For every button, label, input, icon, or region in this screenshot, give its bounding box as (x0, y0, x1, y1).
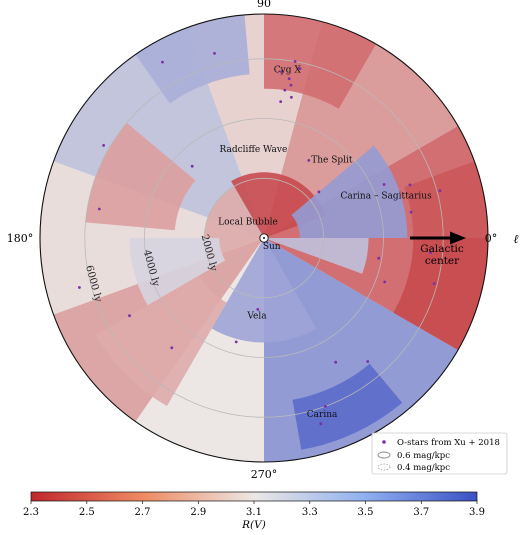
o-star-point (408, 183, 412, 187)
o-star-point (280, 70, 283, 74)
longitude-180-label: 180° (7, 232, 34, 245)
rv-sector-17 (211, 238, 317, 343)
o-star-point (256, 308, 260, 311)
rv-sector-16 (85, 122, 196, 231)
rv-sector-10 (291, 145, 408, 238)
o-star-point (409, 210, 413, 214)
rv-sector-3 (53, 27, 264, 238)
o-star-point (170, 346, 174, 350)
annotation-1: Radcliffe Wave (220, 145, 288, 155)
colorbar: 2.3 2.5 2.7 2.9 3.1 3.3 3.5 3.7 3.9 R(V) (23, 491, 485, 531)
o-star-point (290, 95, 293, 99)
rv-sector-11 (264, 238, 369, 274)
o-star-point (279, 100, 283, 103)
colorbar-label: R(V) (241, 519, 266, 531)
rv-sector-18 (292, 363, 403, 450)
o-star-point (78, 286, 81, 289)
annotation-3: Carina – Sagittarius (341, 191, 433, 201)
o-star-point (293, 60, 297, 63)
o-star-point (383, 280, 387, 284)
galactic-center-label-line2: center (425, 255, 460, 267)
o-star-point (283, 88, 287, 92)
longitude-axis-symbol: ℓ (514, 232, 519, 246)
legend-ostar-label: O-stars from Xu + 2018 (397, 438, 500, 448)
o-star-point (102, 144, 105, 147)
colorbar-tick-label: 3.7 (413, 507, 429, 518)
legend: O-stars from Xu + 2018 0.6 mag/kpc 0.4 m… (371, 432, 508, 475)
o-star-point (429, 251, 432, 255)
annotation-7: Carina (307, 410, 338, 420)
legend-solid-contour-marker (377, 451, 391, 459)
longitude-0-label: 0° (485, 232, 498, 245)
rv-sector-12 (393, 238, 488, 350)
o-star-point (323, 405, 327, 408)
longitude-270-label: 270° (251, 468, 278, 481)
rv-sector-13 (404, 161, 488, 238)
distance-ring-0 (203, 177, 325, 299)
o-star-point (234, 340, 238, 344)
o-star-point (213, 52, 216, 55)
annotation-0: Cyg X (274, 65, 302, 75)
colorbar-tick-label: 3.5 (358, 507, 374, 518)
o-star-point (298, 67, 302, 70)
rv-sector-15 (135, 14, 250, 104)
annotation-6: Vela (246, 311, 267, 321)
o-star-point (289, 83, 293, 87)
rv-sector-20 (129, 238, 226, 306)
distance-ring-1 (144, 118, 384, 358)
o-star-point (432, 282, 436, 285)
colorbar-tick-label: 2.7 (135, 507, 151, 518)
o-star-point (307, 159, 311, 162)
o-star-point (161, 60, 164, 64)
annotation-4: Local Bubble (218, 218, 278, 228)
legend-solid-contour-label: 0.6 mag/kpc (397, 451, 450, 461)
o-star-point (366, 360, 370, 363)
annotation-2: The Split (311, 156, 353, 166)
o-star-point (438, 189, 442, 193)
o-star-point (377, 256, 381, 260)
legend-box (371, 432, 508, 475)
colorbar-tick-label: 2.9 (190, 507, 206, 518)
rv-sector-19 (95, 275, 227, 407)
legend-dotted-contour-label: 0.4 mag/kpc (397, 463, 450, 473)
legend-dotted-contour-marker (377, 463, 391, 471)
o-star-point (97, 207, 101, 211)
colorbar-tick-label: 3.1 (246, 507, 262, 518)
o-star-point (287, 77, 291, 81)
colorbar-tick-label: 3.3 (302, 507, 318, 518)
legend-ostar-marker (382, 440, 386, 444)
o-star-point (317, 190, 321, 194)
map-outline (39, 13, 489, 463)
galactic-center-arrow-head (450, 231, 466, 245)
o-star-point (334, 360, 338, 364)
o-star-point (128, 314, 131, 318)
colorbar-tick-label: 2.5 (79, 507, 95, 518)
o-star-point (190, 164, 194, 168)
o-star-point (382, 183, 386, 186)
colorbar-tick-label: 2.3 (23, 507, 39, 518)
annotation-5: Sun (263, 242, 281, 252)
sun-marker-dot (263, 237, 265, 239)
rv-heatmap (40, 14, 488, 462)
galactic-center-label-line1: Galactic (420, 243, 464, 255)
colorbar-tick-label: 3.9 (469, 507, 485, 518)
colorbar-gradient (30, 491, 478, 502)
o-star-point (319, 422, 323, 426)
longitude-90-label: 90 (257, 0, 271, 10)
